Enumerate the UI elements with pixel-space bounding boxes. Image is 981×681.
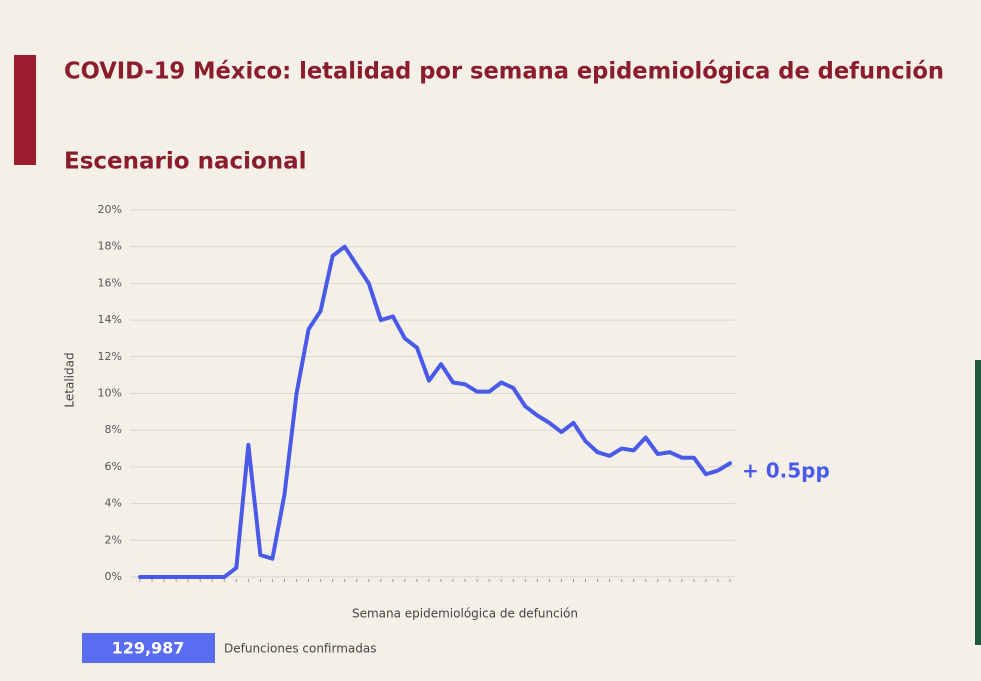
y-tick-label: 6% <box>105 460 122 473</box>
accent-bar <box>14 55 36 165</box>
y-tick-label: 12% <box>98 350 122 363</box>
y-tick-label: 8% <box>105 423 122 436</box>
subtitle: Escenario nacional <box>64 149 307 175</box>
y-tick-label: 4% <box>105 497 122 510</box>
annotation: + 0.5pp <box>742 459 830 483</box>
counter-value: 129,987 <box>112 639 185 658</box>
y-tick-label: 0% <box>105 570 122 583</box>
side-bar <box>975 360 981 645</box>
y-tick-label: 16% <box>98 276 122 289</box>
x-axis-label: Semana epidemiológica de defunción <box>352 607 578 621</box>
y-tick-label: 20% <box>98 203 122 216</box>
y-axis-label: Letalidad <box>63 352 77 407</box>
y-tick-label: 14% <box>98 313 122 326</box>
line <box>138 244 732 579</box>
counter-box <box>82 633 215 663</box>
counter-label: Defunciones confirmadas <box>224 642 376 656</box>
y-tick-label: 18% <box>98 240 122 253</box>
y-tick-label: 10% <box>98 387 122 400</box>
y-tick-label: 2% <box>105 533 122 546</box>
chart-title: COVID-19 México: letalidad por semana ep… <box>64 59 944 85</box>
